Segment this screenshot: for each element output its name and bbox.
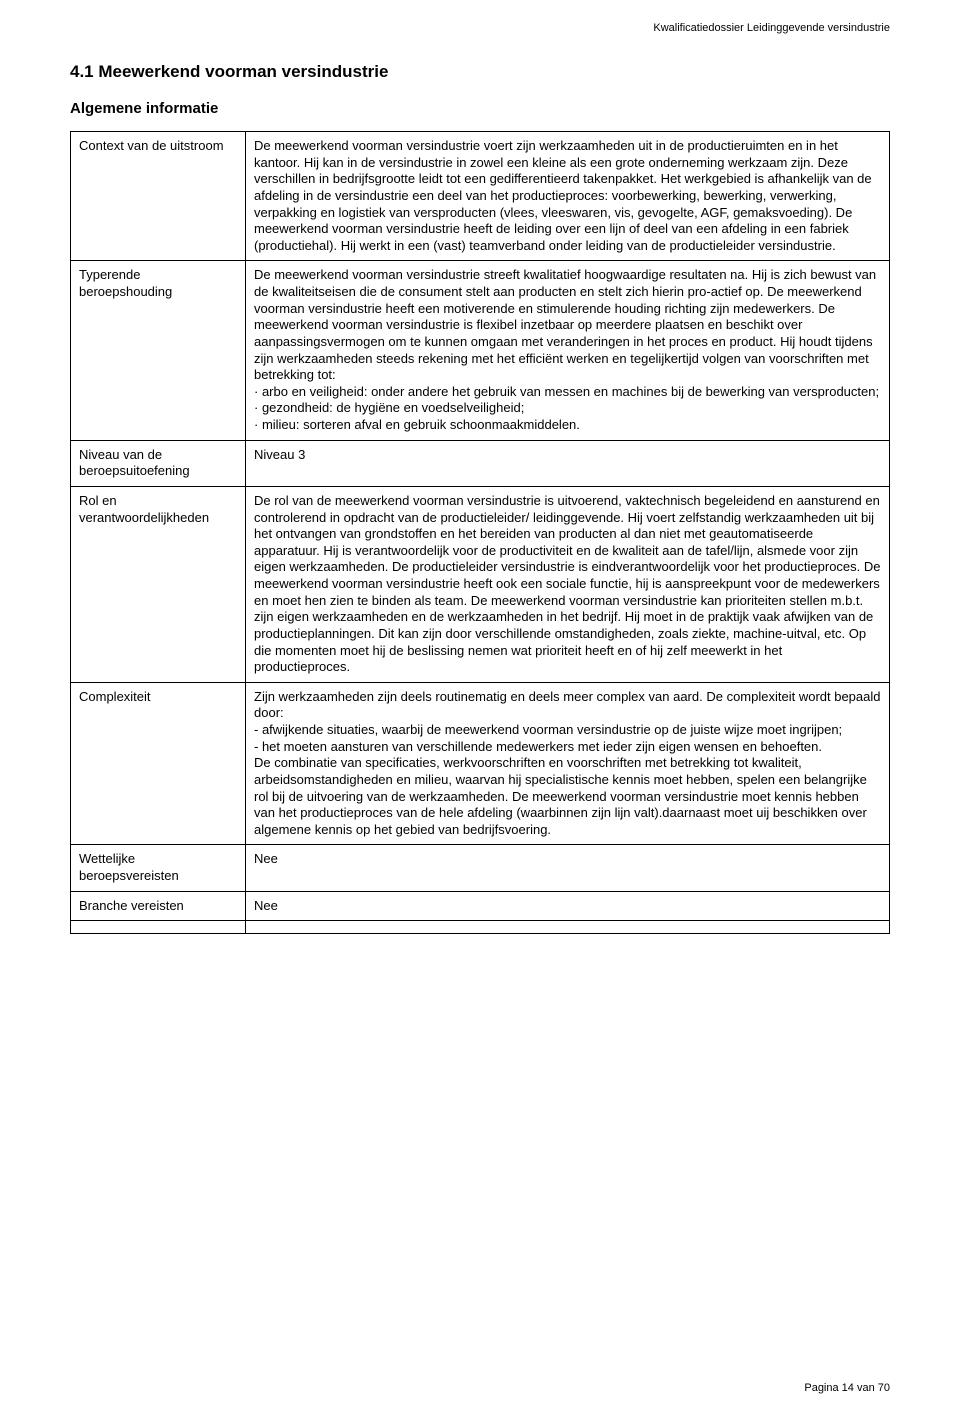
section-title: 4.1 Meewerkend voorman versindustrie <box>70 62 890 82</box>
table-row <box>71 921 890 934</box>
document-header: Kwalificatiedossier Leidinggevende versi… <box>70 22 890 34</box>
table-row: Wettelijke beroepsvereistenNee <box>71 845 890 891</box>
row-label: Branche vereisten <box>71 891 246 921</box>
row-label: Typerende beroepshouding <box>71 261 246 440</box>
row-label <box>71 921 246 934</box>
row-value: Niveau 3 <box>246 440 890 486</box>
row-value: Nee <box>246 845 890 891</box>
table-row: Typerende beroepshoudingDe meewerkend vo… <box>71 261 890 440</box>
row-value <box>246 921 890 934</box>
page-footer: Pagina 14 van 70 <box>804 1382 890 1394</box>
document-page: Kwalificatiedossier Leidinggevende versi… <box>0 0 960 1410</box>
row-label: Complexiteit <box>71 682 246 845</box>
table-row: Branche vereistenNee <box>71 891 890 921</box>
row-label: Niveau van de beroepsuitoefening <box>71 440 246 486</box>
info-table-body: Context van de uitstroomDe meewerkend vo… <box>71 132 890 934</box>
table-row: Rol en verantwoordelijkhedenDe rol van d… <box>71 486 890 682</box>
table-row: Niveau van de beroepsuitoefeningNiveau 3 <box>71 440 890 486</box>
row-label: Wettelijke beroepsvereisten <box>71 845 246 891</box>
table-row: Context van de uitstroomDe meewerkend vo… <box>71 132 890 261</box>
row-label: Context van de uitstroom <box>71 132 246 261</box>
table-row: ComplexiteitZijn werkzaamheden zijn deel… <box>71 682 890 845</box>
info-table: Context van de uitstroomDe meewerkend vo… <box>70 131 890 934</box>
row-value: De rol van de meewerkend voorman versind… <box>246 486 890 682</box>
row-label: Rol en verantwoordelijkheden <box>71 486 246 682</box>
row-value: De meewerkend voorman versindustrie stre… <box>246 261 890 440</box>
row-value: Nee <box>246 891 890 921</box>
row-value: Zijn werkzaamheden zijn deels routinemat… <box>246 682 890 845</box>
row-value: De meewerkend voorman versindustrie voer… <box>246 132 890 261</box>
section-subtitle: Algemene informatie <box>70 100 890 117</box>
